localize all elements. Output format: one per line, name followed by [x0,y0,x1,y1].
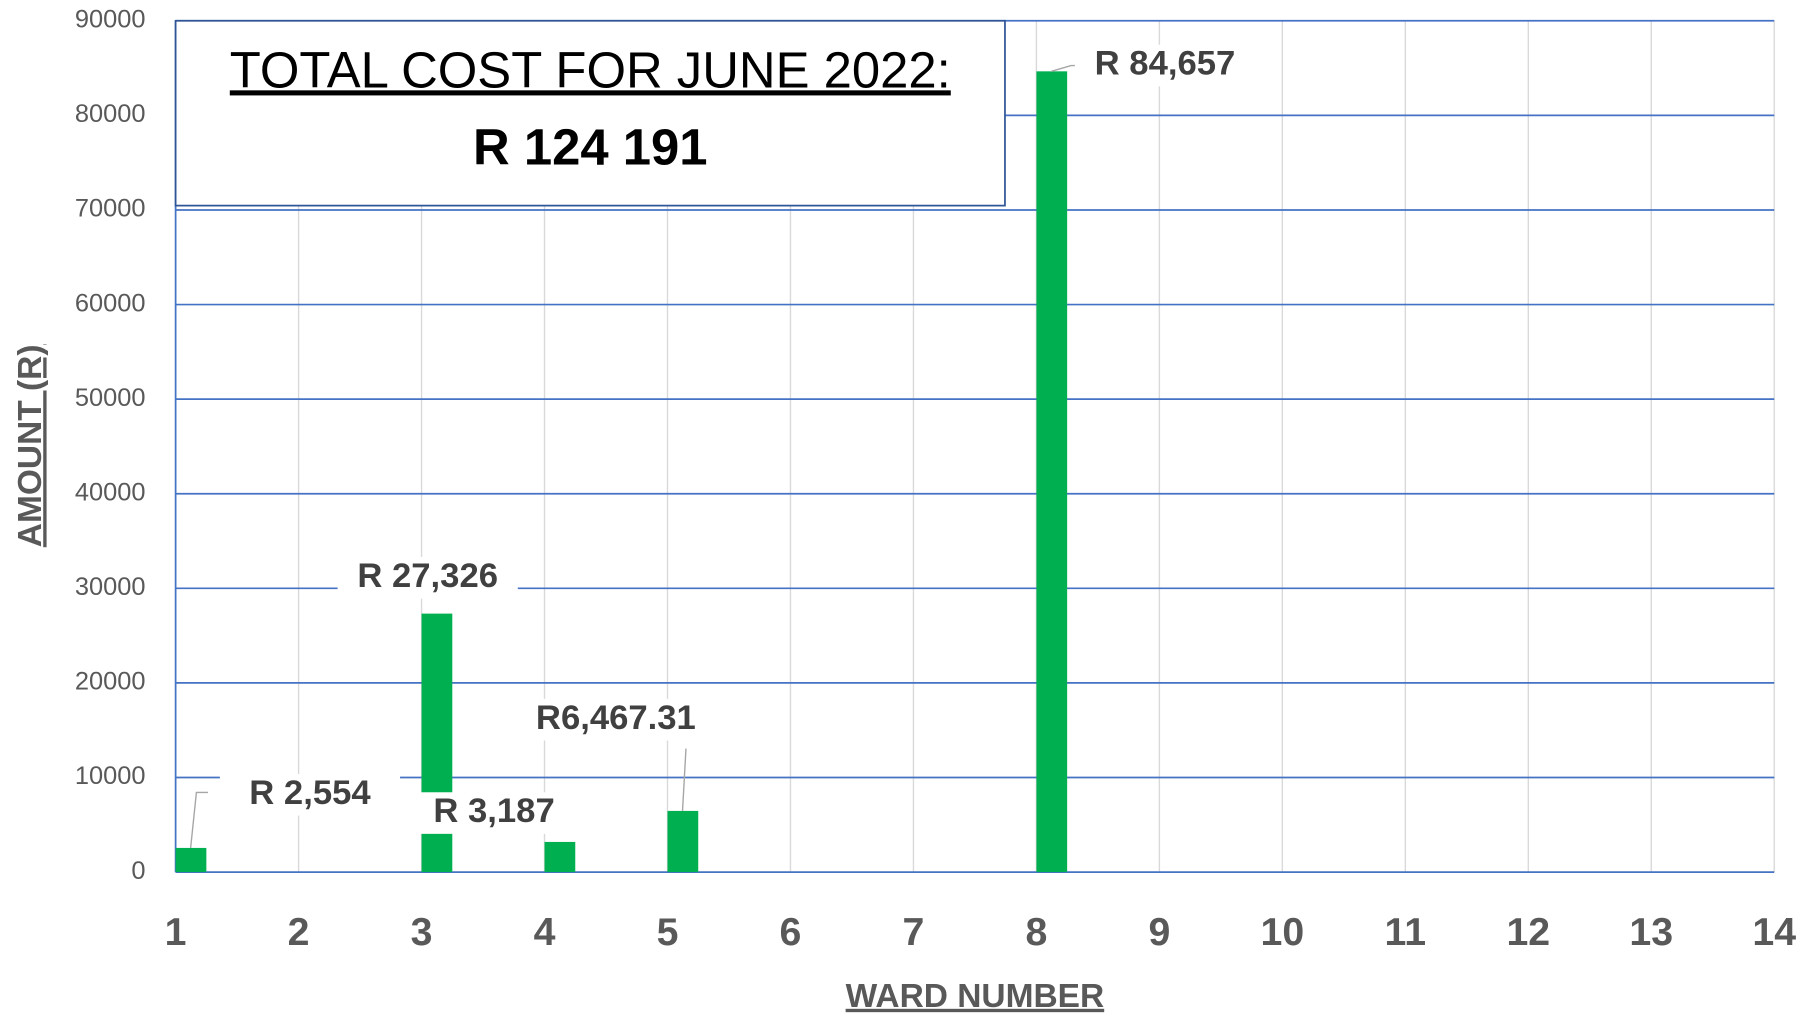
x-tick-label: 8 [1025,910,1047,954]
annotation-value: R 124 191 [473,119,708,176]
y-tick-label: 60000 [75,289,146,317]
marks: R 2,554 R 27,326 R 3,187 R6,467.31 R 84,657 [175,44,1256,873]
annotation-box [174,19,1006,207]
x-tick-label: 5 [657,910,679,954]
data-label-bg [219,773,401,816]
y-tick-label: 80000 [75,100,146,128]
bar [667,810,699,873]
y-tick-label: 0 [131,857,145,885]
annotation-title: TOTAL COST FOR JUNE 2022: [230,41,951,98]
bar [1036,71,1068,873]
y-tick-label: 70000 [75,195,146,223]
x-tick-label: 11 [1385,910,1427,954]
y-tick-label: 30000 [75,573,146,601]
x-tick-label: 9 [1148,910,1170,954]
leader-line [189,791,208,848]
y-tick-label: 40000 [75,478,146,506]
bar [175,847,207,873]
x-tick-label: 7 [903,910,925,954]
data-label-bg [1074,44,1256,87]
data-label: R 3,187 [433,792,554,830]
x-axis-label: WARD NUMBER [846,978,1105,1013]
y-tick-label: 20000 [75,668,146,696]
data-label: R 2,554 [249,774,371,812]
x-tick-label: 6 [780,910,802,954]
y-tick-label: 50000 [75,384,146,412]
data-label: R6,467.31 [536,699,696,737]
y-axis-label: AMOUNT (R) [12,344,49,547]
x-tick-label: 1 [165,910,187,954]
data-label: R 27,326 [357,557,498,595]
data-label: R 84,657 [1095,45,1236,83]
x-tick-label: 2 [288,910,310,954]
y-tick-label: 10000 [75,762,146,790]
x-tick-label: 13 [1629,910,1673,954]
y-tick-label: 90000 [75,6,146,34]
data-label-bg [525,698,706,741]
x-tick-label: 10 [1261,910,1305,954]
data-label-bg [337,557,518,599]
x-tick-label: 4 [534,910,556,954]
leader-line [681,748,687,811]
bar [544,841,576,873]
x-tick-label: 3 [411,910,433,954]
x-tick-label: 14 [1752,910,1796,954]
x-tick-label: 12 [1506,910,1550,954]
data-label-bg [403,792,585,834]
